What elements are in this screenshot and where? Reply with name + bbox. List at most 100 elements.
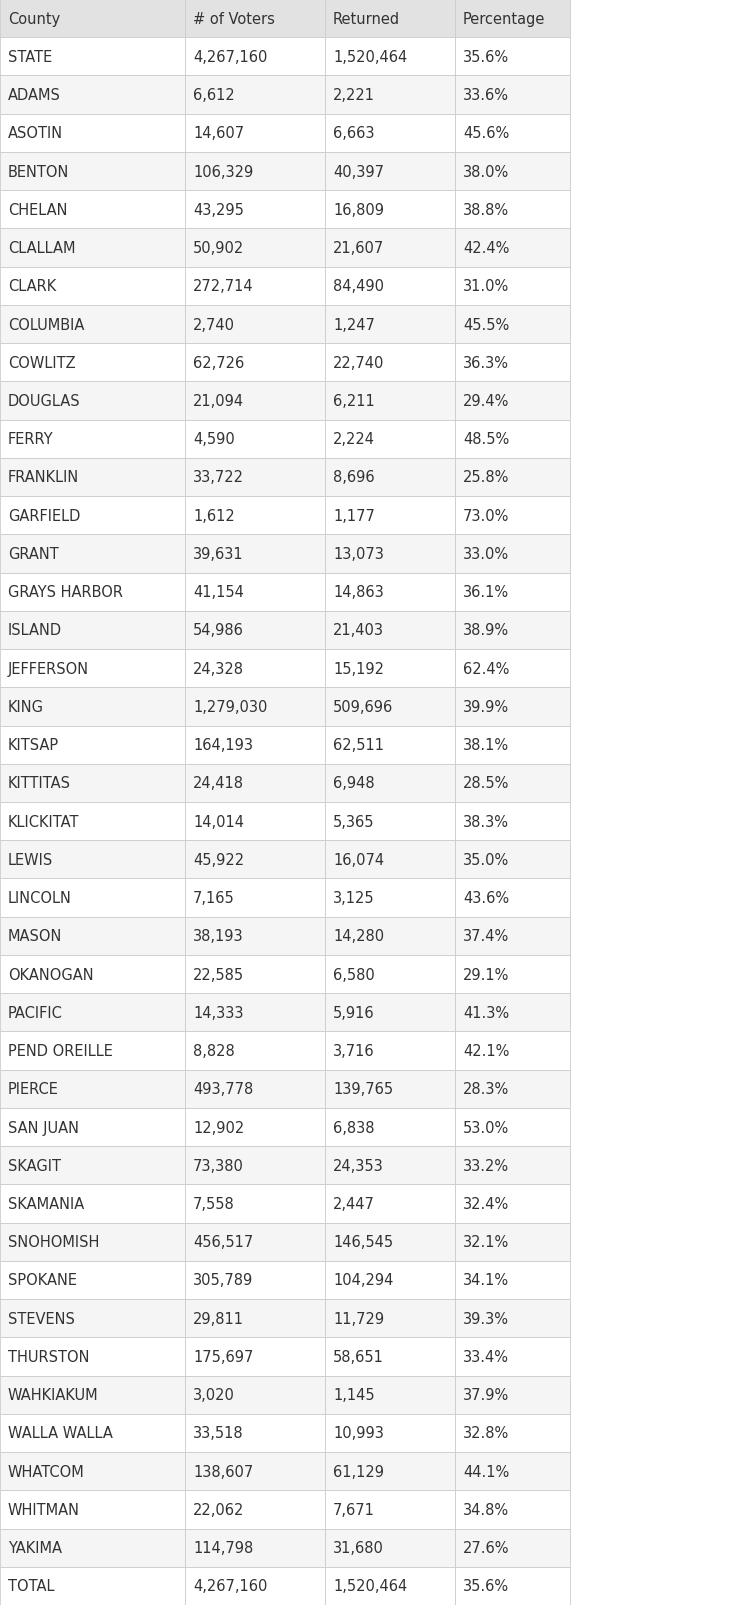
Bar (325, 764, 455, 802)
Text: 4,267,160: 4,267,160 (193, 1578, 267, 1594)
Text: 39,631: 39,631 (193, 547, 244, 562)
Text: ASOTIN: ASOTIN (8, 127, 63, 141)
Bar (325, 305, 455, 343)
Text: 8,696: 8,696 (333, 470, 375, 485)
Text: FERRY: FERRY (8, 432, 54, 446)
Bar (325, 268, 455, 305)
Text: 2,224: 2,224 (333, 432, 375, 446)
Bar (0, 1223, 185, 1262)
Text: GRANT: GRANT (8, 547, 59, 562)
Text: LEWIS: LEWIS (8, 852, 53, 867)
Text: 2,447: 2,447 (333, 1196, 375, 1212)
Text: 29.4%: 29.4% (463, 393, 509, 409)
Bar (325, 0, 455, 39)
Bar (185, 573, 325, 612)
Text: JEFFERSON: JEFFERSON (8, 661, 89, 676)
Text: 32.8%: 32.8% (463, 1425, 509, 1441)
Bar (455, 1337, 570, 1375)
Text: WALLA WALLA: WALLA WALLA (8, 1425, 113, 1441)
Text: 53.0%: 53.0% (463, 1120, 509, 1135)
Bar (455, 880, 570, 916)
Bar (455, 841, 570, 880)
Text: 73,380: 73,380 (193, 1159, 244, 1173)
Text: 45.5%: 45.5% (463, 318, 509, 332)
Text: 43.6%: 43.6% (463, 891, 509, 905)
Bar (185, 39, 325, 77)
Bar (0, 1262, 185, 1300)
Text: 138,607: 138,607 (193, 1464, 253, 1478)
Bar (455, 612, 570, 650)
Text: CLALLAM: CLALLAM (8, 241, 76, 255)
Bar (325, 114, 455, 152)
Text: 27.6%: 27.6% (463, 1541, 509, 1555)
Bar (0, 114, 185, 152)
Text: 34.8%: 34.8% (463, 1502, 509, 1517)
Text: 1,247: 1,247 (333, 318, 375, 332)
Text: 21,607: 21,607 (333, 241, 384, 255)
Text: WHITMAN: WHITMAN (8, 1502, 80, 1517)
Text: 33,518: 33,518 (193, 1425, 244, 1441)
Bar (0, 1146, 185, 1184)
Bar (185, 612, 325, 650)
Text: 6,580: 6,580 (333, 966, 375, 982)
Bar (325, 1300, 455, 1337)
Text: 35.0%: 35.0% (463, 852, 509, 867)
Text: 38.8%: 38.8% (463, 202, 509, 218)
Bar (325, 498, 455, 534)
Bar (0, 841, 185, 880)
Text: 1,520,464: 1,520,464 (333, 1578, 407, 1594)
Text: 14,607: 14,607 (193, 127, 244, 141)
Text: 21,094: 21,094 (193, 393, 244, 409)
Bar (455, 1528, 570, 1566)
Text: 44.1%: 44.1% (463, 1464, 509, 1478)
Text: 38.9%: 38.9% (463, 623, 509, 639)
Text: 54,986: 54,986 (193, 623, 244, 639)
Bar (185, 268, 325, 305)
Text: 38,193: 38,193 (193, 929, 244, 944)
Bar (0, 880, 185, 916)
Text: 6,838: 6,838 (333, 1120, 375, 1135)
Text: 73.0%: 73.0% (463, 509, 509, 523)
Bar (185, 77, 325, 114)
Text: 6,612: 6,612 (193, 88, 235, 103)
Bar (185, 1528, 325, 1566)
Text: LINCOLN: LINCOLN (8, 891, 72, 905)
Bar (0, 955, 185, 993)
Bar (455, 1146, 570, 1184)
Bar (455, 268, 570, 305)
Text: 62,511: 62,511 (333, 738, 384, 753)
Text: MASON: MASON (8, 929, 63, 944)
Bar (185, 459, 325, 498)
Text: DOUGLAS: DOUGLAS (8, 393, 81, 409)
Bar (455, 191, 570, 230)
Text: 33.6%: 33.6% (463, 88, 509, 103)
Text: 2,221: 2,221 (333, 88, 375, 103)
Text: 33.0%: 33.0% (463, 547, 509, 562)
Text: YAKIMA: YAKIMA (8, 1541, 62, 1555)
Bar (455, 1414, 570, 1453)
Text: 6,948: 6,948 (333, 775, 375, 791)
Bar (0, 343, 185, 382)
Bar (455, 39, 570, 77)
Text: # of Voters: # of Voters (193, 11, 275, 27)
Text: GARFIELD: GARFIELD (8, 509, 80, 523)
Bar (325, 916, 455, 955)
Text: 35.6%: 35.6% (463, 50, 509, 64)
Bar (325, 1223, 455, 1262)
Bar (325, 534, 455, 573)
Text: WHATCOM: WHATCOM (8, 1464, 85, 1478)
Bar (185, 725, 325, 764)
Bar (325, 1262, 455, 1300)
Text: 29.1%: 29.1% (463, 966, 509, 982)
Bar (0, 1300, 185, 1337)
Bar (455, 534, 570, 573)
Bar (325, 421, 455, 459)
Bar (0, 152, 185, 191)
Bar (185, 1453, 325, 1491)
Text: 37.4%: 37.4% (463, 929, 509, 944)
Bar (0, 382, 185, 421)
Text: 1,145: 1,145 (333, 1387, 375, 1403)
Text: 38.1%: 38.1% (463, 738, 509, 753)
Text: CHELAN: CHELAN (8, 202, 68, 218)
Text: CLARK: CLARK (8, 279, 56, 294)
